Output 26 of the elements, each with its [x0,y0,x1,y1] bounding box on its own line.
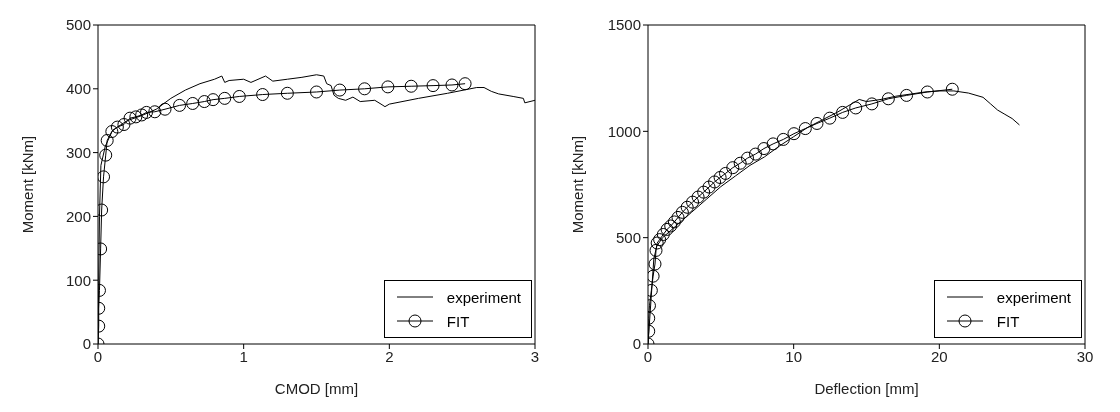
x-tick-label: 0 [93,347,103,365]
x-axis-title: CMOD [mm] [274,380,359,397]
y-tick-label: 500 [65,16,91,34]
x-tick-label: 3 [530,347,540,365]
y-tick-label: 1500 [607,16,641,34]
y-axis-title: Moment [kNm] [569,135,587,234]
legend-label: experiment [996,288,1071,306]
legend-label: FIT [996,312,1020,330]
y-tick-label: 0 [632,335,641,353]
x-tick-label: 2 [385,347,394,365]
x-axis-title: Deflection [mm] [814,380,919,397]
y-tick-label: 500 [615,228,641,246]
x-tick-label: 30 [1076,347,1094,365]
y-tick-label: 0 [82,335,91,353]
legend-label: experiment [446,288,521,306]
y-tick-label: 300 [65,143,91,161]
y-tick-label: 200 [65,207,91,225]
x-tick-label: 20 [930,347,948,365]
y-tick-label: 100 [65,271,91,289]
legend-label: FIT [446,312,470,330]
y-axis-title: Moment [kNm] [19,135,37,234]
x-tick-label: 10 [785,347,803,365]
y-tick-label: 400 [65,80,91,98]
x-tick-label: 1 [239,347,248,365]
y-tick-label: 1000 [607,122,641,140]
x-tick-label: 0 [643,347,653,365]
